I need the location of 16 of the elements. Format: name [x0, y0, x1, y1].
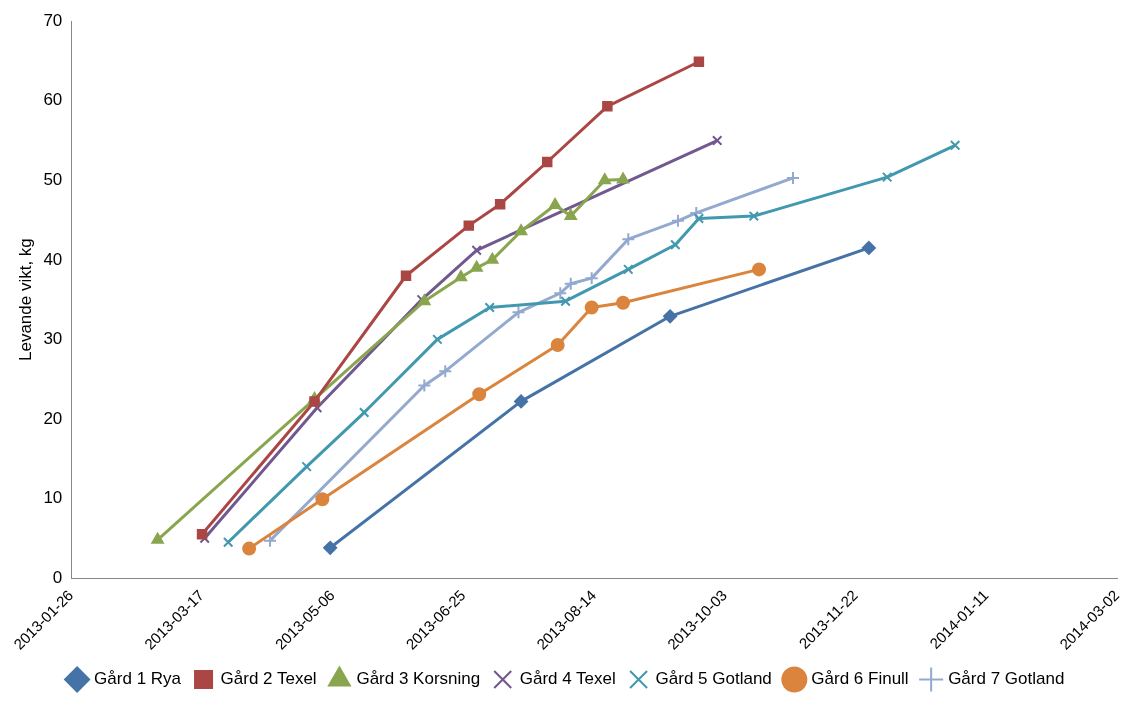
y-tick-label: 20: [43, 408, 63, 428]
y-tick-label: 40: [43, 249, 63, 269]
y-axis-title: Levande vikt, kg: [15, 238, 35, 362]
legend-label: Gård 5 Gotland: [655, 669, 772, 689]
y-tick-label: 50: [43, 169, 63, 189]
legend-label: Gård 3 Korsning: [356, 669, 481, 689]
legend-label: Gård 2 Texel: [220, 669, 317, 689]
y-tick-label: 70: [43, 10, 63, 30]
y-tick-label: 60: [43, 90, 63, 110]
legend-label: Gård 4 Texel: [519, 669, 616, 689]
legend-label: Gård 1 Rya: [94, 669, 182, 689]
y-tick-label: 30: [43, 329, 63, 349]
legend-label: Gård 7 Gotland: [948, 669, 1065, 689]
y-tick-label: 10: [43, 488, 63, 508]
y-tick-label: 0: [52, 567, 63, 587]
legend-label: Gård 6 Finull: [811, 669, 909, 689]
